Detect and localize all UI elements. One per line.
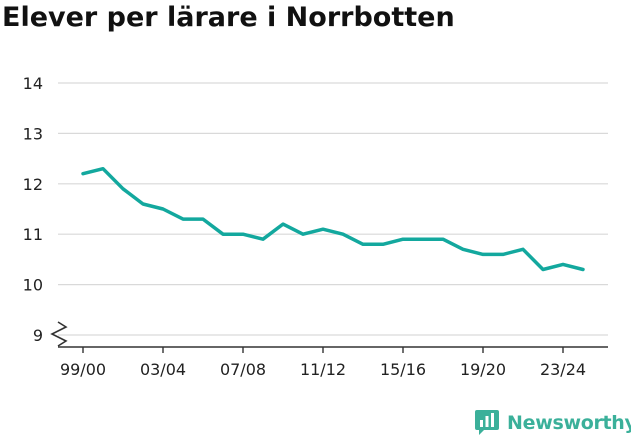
x-tick-label: 03/04	[140, 360, 186, 379]
x-tick-label: 99/00	[60, 360, 106, 379]
newsworthy-logo-icon	[475, 410, 499, 435]
x-tick-label: 23/24	[540, 360, 586, 379]
y-tick-label: 13	[23, 124, 43, 143]
chart-title: Elever per lärare i Norrbotten	[2, 2, 455, 33]
tick-labels: 9 10 11 12 13 14 99/00 03/04 07/08 11/12 15/16 19/2…	[23, 74, 586, 379]
x-axis	[50, 321, 608, 353]
y-tick-label: 10	[23, 276, 43, 295]
newsworthy-logo: Newsworthy	[475, 408, 631, 438]
x-tick-label: 07/08	[220, 360, 266, 379]
y-tick-label: 9	[33, 326, 43, 345]
brand-name: Newsworthy	[507, 412, 631, 434]
gridlines	[58, 82, 608, 336]
y-tick-label: 11	[23, 225, 43, 244]
x-tick-label: 19/20	[460, 360, 506, 379]
y-tick-label: 12	[23, 175, 43, 194]
x-tick-label: 15/16	[380, 360, 426, 379]
series-line-0	[81, 166, 585, 272]
axis-break-marker	[50, 321, 68, 347]
series-group	[81, 166, 585, 272]
x-tick-label: 11/12	[300, 360, 346, 379]
y-tick-label: 14	[23, 74, 43, 93]
